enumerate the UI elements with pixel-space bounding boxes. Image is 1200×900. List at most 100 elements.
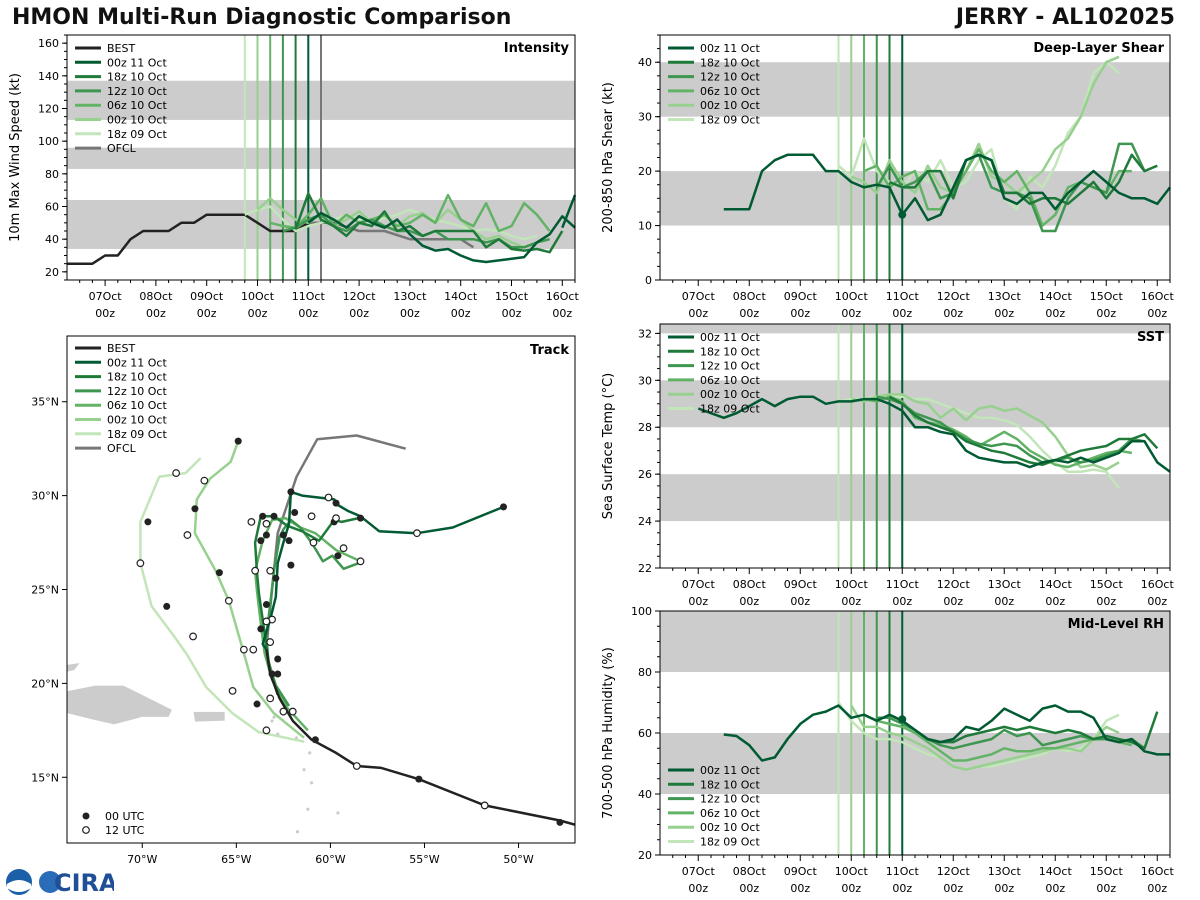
track-marker-00utc — [253, 700, 261, 708]
legend-label-00z-10-oct: 00z 10 Oct — [107, 414, 167, 427]
track-marker-12utc — [324, 493, 333, 502]
track-18z-09-oct — [139, 457, 305, 743]
legend-marker-filled — [82, 812, 90, 820]
land-mass-2 — [67, 662, 81, 673]
legend-label-00z-10-oct: 00z 10 Oct — [700, 821, 760, 834]
x-tick-date: 09Oct — [784, 290, 818, 303]
track-marker-12utc — [262, 617, 271, 626]
track-00z-11-oct — [261, 490, 504, 651]
panel-title: Deep-Layer Shear — [1033, 41, 1164, 56]
legend-label-06z-10-oct: 06z 10 Oct — [700, 85, 760, 98]
x-tick-hour: 00z — [688, 882, 708, 895]
x-tick-date: 14Oct — [1039, 290, 1073, 303]
x-tick-hour: 00z — [1045, 307, 1065, 320]
track-marker-00utc — [257, 537, 265, 545]
x-tick-date: 11Oct — [886, 290, 920, 303]
track-marker-00utc — [500, 503, 508, 511]
y-tick-label: 60 — [45, 201, 59, 214]
x-tick-label: 50°W — [503, 853, 533, 866]
x-tick-label: 60°W — [315, 853, 345, 866]
track-marker-00utc — [257, 625, 265, 633]
track-marker-12utc — [189, 632, 197, 641]
legend-label-00z-11-oct: 00z 11 Oct — [107, 356, 167, 369]
panel-title: Mid-Level RH — [1068, 617, 1164, 632]
sst-panel: 22 24 26 28 30 32 07Oct 00z 08Oct 00z 09Oct 00z 10Oc… — [601, 323, 1175, 608]
track-marker-12utc — [228, 687, 237, 695]
track-marker-12utc — [249, 645, 258, 654]
x-tick-date: 10Oct — [835, 290, 869, 303]
x-tick-hour: 00z — [892, 595, 912, 608]
track-marker-12utc — [288, 707, 297, 716]
x-tick-date: 08Oct — [733, 865, 767, 878]
track-marker-12utc — [309, 538, 318, 547]
x-tick-hour: 00z — [1147, 307, 1167, 320]
x-tick-hour: 00z — [146, 307, 166, 320]
track-marker-12utc — [307, 512, 316, 521]
track-marker-12utc — [266, 638, 275, 646]
band-1 — [660, 380, 1170, 428]
x-tick-date: 14Oct — [444, 290, 478, 303]
y-axis-label: 10m Max Wind Speed (kt) — [8, 73, 23, 242]
legend-label-06z-10-oct: 06z 10 Oct — [107, 99, 167, 112]
x-tick-date: 09Oct — [190, 290, 224, 303]
track-marker-00utc — [291, 509, 299, 517]
panel-title: Track — [530, 343, 569, 358]
legend-label-18z-10-oct: 18z 10 Oct — [107, 71, 167, 84]
x-tick-hour: 00z — [739, 595, 759, 608]
legend-label-12z-10-oct: 12z 10 Oct — [107, 85, 167, 98]
island-1 — [308, 751, 312, 755]
legend-label-06z-10-oct: 06z 10 Oct — [700, 374, 760, 387]
x-tick-date: 07Oct — [682, 578, 716, 591]
x-tick-date: 16Oct — [1141, 578, 1175, 591]
island-5 — [336, 811, 340, 815]
x-tick-hour: 00z — [943, 307, 963, 320]
x-tick-date: 13Oct — [988, 578, 1022, 591]
legend-label-06z-10-oct: 06z 10 Oct — [107, 399, 167, 412]
legend-label-18z-09-oct: 18z 09 Oct — [700, 836, 760, 849]
x-tick-hour: 00z — [502, 307, 522, 320]
legend-label-00z-10-oct: 00z 10 Oct — [700, 388, 760, 401]
x-tick-hour: 00z — [451, 307, 471, 320]
band-0 — [660, 474, 1170, 522]
y-tick-label: 35°N — [31, 396, 59, 409]
track-marker-12utc — [413, 529, 421, 538]
x-tick-hour: 00z — [688, 595, 708, 608]
y-axis-label: 200-850 hPa Shear (kt) — [601, 82, 616, 233]
y-tick-label: 40 — [45, 233, 59, 246]
x-tick-hour: 00z — [1045, 882, 1065, 895]
track-plot-area — [67, 434, 575, 834]
y-tick-label: 40 — [638, 56, 652, 69]
x-tick-date: 13Oct — [393, 290, 427, 303]
track-marker-12utc — [480, 801, 489, 810]
x-tick-hour: 00z — [841, 595, 861, 608]
x-tick-hour: 00z — [1096, 595, 1116, 608]
shear-panel: 0 10 20 30 40 07Oct 00z 08Oct 00z 09Oct 00z 10Oct 00… — [601, 34, 1174, 320]
track-marker-12utc — [266, 694, 275, 703]
x-tick-date: 16Oct — [1141, 865, 1175, 878]
x-tick-hour: 00z — [790, 882, 810, 895]
legend-label-18z-09-oct: 18z 09 Oct — [107, 428, 167, 441]
x-tick-date: 15Oct — [1090, 578, 1124, 591]
legend-marker-label: 12 UTC — [105, 824, 145, 837]
y-tick-label: 30 — [638, 111, 652, 124]
y-tick-label: 100 — [631, 605, 652, 618]
x-tick-hour: 00z — [197, 307, 217, 320]
y-tick-label: 120 — [38, 103, 59, 116]
track-marker-12utc — [262, 726, 271, 735]
track-marker-00utc — [274, 670, 282, 678]
band-1 — [660, 611, 1170, 672]
island-3 — [309, 781, 314, 785]
track-marker-00utc — [334, 552, 342, 560]
track-marker-12utc — [251, 566, 260, 575]
x-tick-hour: 00z — [1045, 595, 1065, 608]
legend-label-12z-10-oct: 12z 10 Oct — [107, 385, 167, 398]
legend-label-best: BEST — [107, 42, 135, 55]
series-00z-11-oct — [307, 211, 576, 264]
track-marker-00utc — [234, 437, 242, 445]
legend-label-18z-10-oct: 18z 10 Oct — [700, 778, 760, 791]
y-tick-label: 60 — [638, 727, 652, 740]
x-tick-date: 10Oct — [835, 578, 869, 591]
y-tick-label: 26 — [638, 468, 652, 481]
island-10 — [272, 715, 276, 719]
legend-marker-open — [82, 826, 90, 834]
